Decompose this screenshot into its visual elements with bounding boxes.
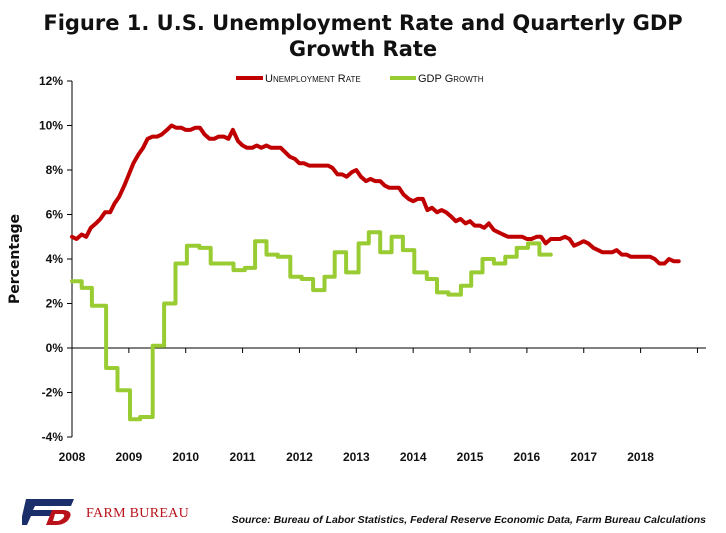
y-tick-label: -4% (42, 430, 64, 444)
farm-bureau-logo-icon (22, 499, 74, 525)
y-tick-label: 2% (46, 297, 64, 311)
x-tick-label: 2018 (627, 450, 654, 464)
x-tick-label: 2015 (457, 450, 484, 464)
x-tick-label: 2014 (400, 450, 427, 464)
y-tick-label: -2% (42, 386, 64, 400)
x-tick-label: 2017 (570, 450, 597, 464)
x-tick-label: 2012 (286, 450, 313, 464)
y-tick-label: 8% (46, 163, 64, 177)
chart-title-line-1: Figure 1. U.S. Unemployment Rate and Qua… (43, 11, 683, 35)
y-tick-label: 6% (46, 208, 64, 222)
y-tick-label: 12% (39, 74, 63, 88)
chart-title: Figure 1. U.S. Unemployment Rate and Qua… (0, 10, 726, 62)
x-tick-label: 2013 (343, 450, 370, 464)
y-axis-title: Percentage (7, 214, 23, 304)
chart-title-line-2: Growth Rate (288, 37, 438, 61)
brand-name: FARM BUREAU (86, 506, 190, 521)
source-note: Source: Bureau of Labor Statistics, Fede… (231, 514, 706, 526)
legend-label-gdp-growth: GDP Growth (418, 73, 484, 85)
y-tick-label: 10% (39, 119, 63, 133)
x-tick-label: 2008 (59, 450, 86, 464)
series-line-gdp-growth (70, 230, 553, 422)
series-line-unemployment-rate (70, 123, 681, 266)
x-tick-label: 2009 (116, 450, 143, 464)
x-tick-label: 2011 (230, 450, 256, 464)
x-tick-label: 2016 (514, 450, 541, 464)
x-tick-label: 2010 (172, 450, 199, 464)
y-tick-label: 4% (46, 252, 64, 266)
legend-label-unemployment-rate: Unemployment Rate (265, 73, 361, 85)
y-tick-label: 0% (46, 341, 64, 355)
